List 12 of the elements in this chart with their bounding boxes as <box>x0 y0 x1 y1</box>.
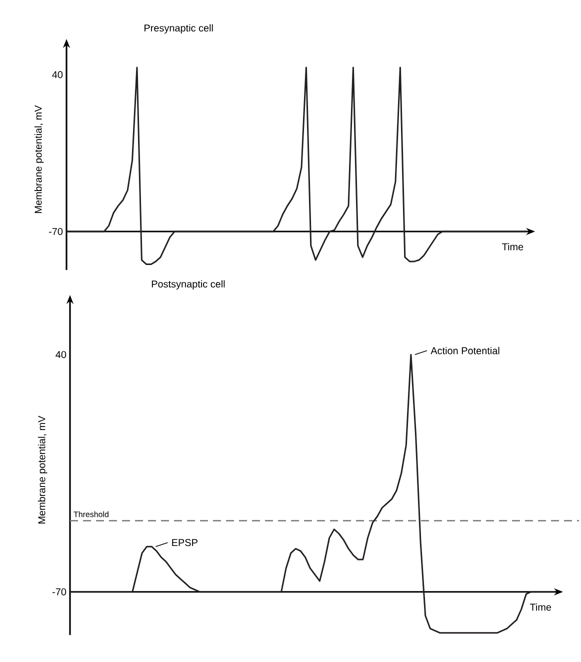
x-axis-title: Time <box>502 243 524 250</box>
y-tick-label: -70 <box>52 588 66 596</box>
annotation: EPSP <box>172 539 198 546</box>
y-axis-title: Membrane potential, mV <box>38 416 48 524</box>
y-tick-label: -70 <box>49 228 63 236</box>
y-tick-label: 40 <box>56 351 66 358</box>
x-axis-title: Time <box>530 603 552 611</box>
chart-title: Presynaptic cell <box>144 24 213 34</box>
y-axis-title: Membrane potential, mV <box>34 105 44 213</box>
annotation: Action Potential <box>430 346 500 354</box>
chart-title: Postsynaptic cell <box>152 280 225 290</box>
y-tick-label: 40 <box>52 71 63 78</box>
